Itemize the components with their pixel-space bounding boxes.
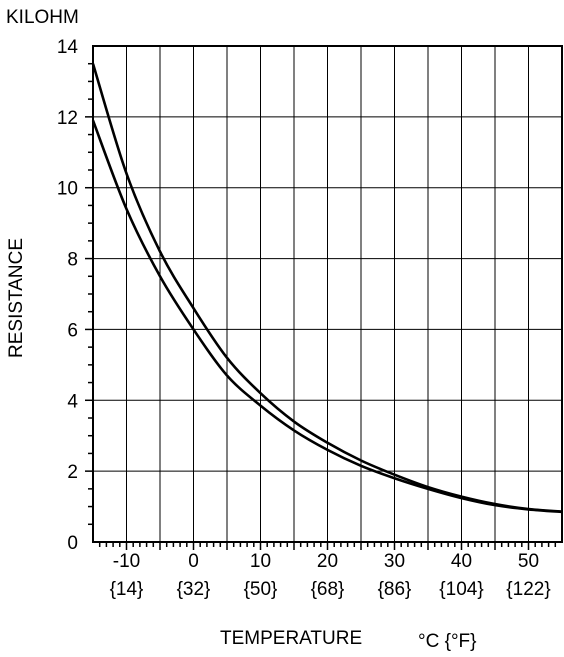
y-tick-label: 10 <box>57 179 78 200</box>
x-tick-label-fahrenheit: {68} <box>311 579 345 600</box>
x-tick-label-fahrenheit: {104} <box>439 579 483 600</box>
x-tick-labels: -10 {14} 0 {32} 10 {50} 20 {68} 30 {86} 40 {104} 50 {… <box>110 551 551 600</box>
x-tick-label-celsius: 30 <box>384 551 405 572</box>
tick-marks <box>85 62 557 550</box>
y-tick-label: 6 <box>67 320 78 341</box>
x-tick-label-celsius: 40 <box>451 551 472 572</box>
plot-frame <box>92 45 563 543</box>
x-tick-label-fahrenheit: {122} <box>506 579 550 600</box>
grid <box>93 46 562 542</box>
y-tick-label: 14 <box>57 37 79 58</box>
curves <box>91 63 563 514</box>
x-tick-label-celsius: 10 <box>250 551 271 572</box>
x-tick-label-celsius: 0 <box>188 551 199 572</box>
x-axis-label: TEMPERATURE <box>220 628 362 649</box>
x-tick-label-celsius: 50 <box>518 551 539 572</box>
x-tick-label-celsius: -10 <box>113 551 140 572</box>
x-tick-label-fahrenheit: {32} <box>177 579 211 600</box>
y-tick-label: 0 <box>67 533 78 554</box>
x-tick-label-fahrenheit: {86} <box>378 579 412 600</box>
y-tick-labels: 0 2 4 6 8 10 12 14 <box>57 37 79 554</box>
x-tick-label-fahrenheit: {50} <box>244 579 278 600</box>
y-tick-label: 12 <box>57 108 78 129</box>
x-axis-units: °C {°F} <box>418 631 477 652</box>
y-axis-label: RESISTANCE <box>6 238 27 358</box>
x-tick-label-celsius: 20 <box>317 551 338 572</box>
y-tick-label: 4 <box>67 391 78 412</box>
y-tick-label: 2 <box>67 462 78 483</box>
y-units-label: KILOHM <box>6 7 79 28</box>
x-tick-label-fahrenheit: {14} <box>110 579 144 600</box>
resistance-curve-2 <box>91 119 563 514</box>
y-tick-label: 8 <box>67 250 78 271</box>
